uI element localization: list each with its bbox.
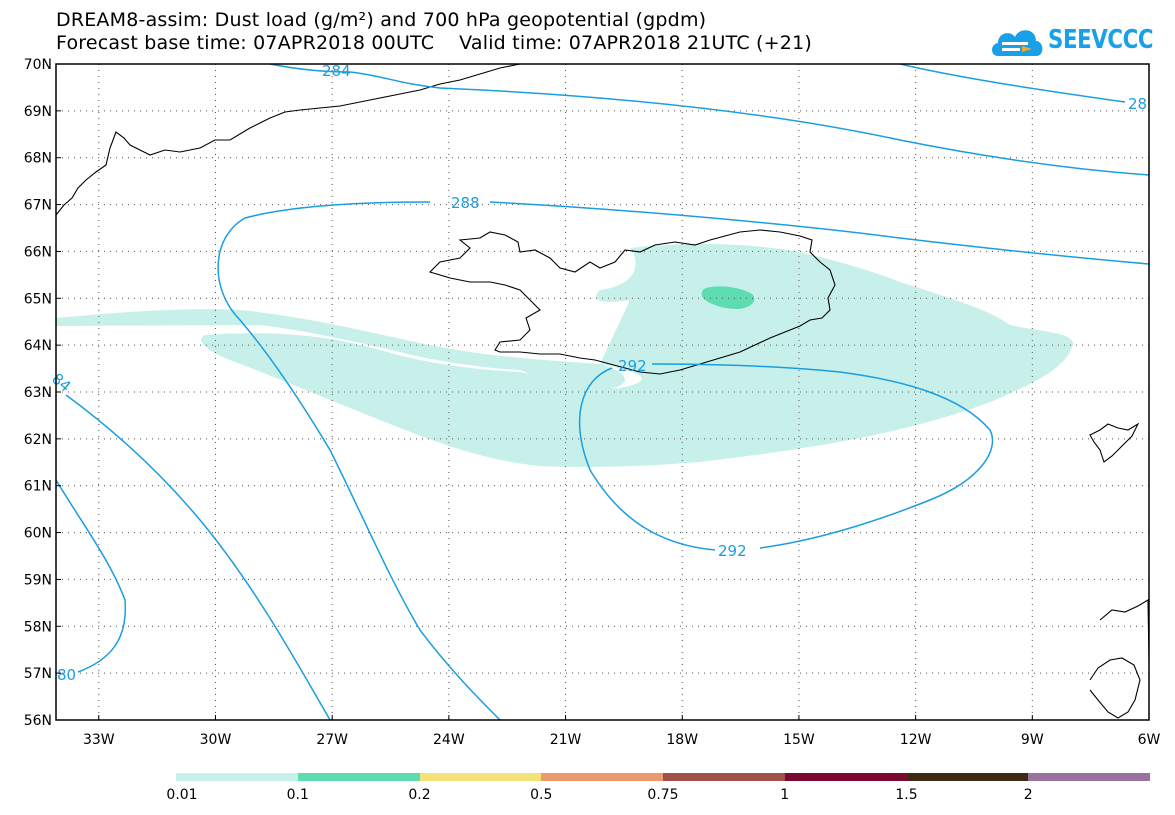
contour-label: 292 [718,542,747,560]
lat-label: 59N [24,572,52,588]
lon-label: 21W [550,732,582,748]
contour-label: 84 [48,369,74,395]
contour-label: 28 [1128,95,1147,113]
lon-label: 27W [316,732,348,748]
contour-288 [217,201,501,720]
contour-292 [578,363,994,551]
lat-label: 68N [24,151,52,167]
faroe-coast [1089,422,1140,463]
colorbar-segment [541,773,663,781]
axis-ticks [56,63,1150,721]
lon-label: 6W [1138,732,1161,748]
colorbar-segment [297,773,420,781]
colorbar [176,773,1150,781]
contour-288-right [489,201,1149,265]
longitude-labels: 33W 30W 27W 24W 21W 18W 15W 12W 9W 6W [83,732,1161,748]
colorbar-segment [784,773,907,781]
colorbar-segment [419,773,542,781]
contour-label: 80 [57,666,76,684]
colorbar-label: 0.2 [408,787,431,803]
colorbar-label: 0.5 [530,787,553,803]
greenland-coast [56,64,521,216]
colorbar-segment [663,773,785,781]
colorbar-label: 0.75 [647,787,679,803]
lon-label: 24W [433,732,465,748]
lat-label: 64N [24,338,52,354]
lon-label: 18W [666,732,698,748]
map-subtitle: Forecast base time: 07APR2018 00UTC Vali… [56,32,812,54]
lat-label: 69N [24,104,52,120]
dust-area-0.1 [701,286,755,309]
lat-label: 66N [24,244,52,260]
colorbar-segment [1028,773,1150,781]
dust-layer [56,243,1074,467]
lon-label: 15W [783,732,815,748]
colorbar-label: 0.01 [166,787,198,803]
colorbar-segment [176,773,298,781]
lat-label: 65N [24,291,52,307]
contour-284-top [269,64,1149,176]
seevccc-logo: SEEVCCC [988,20,1153,64]
lon-label: 33W [83,732,115,748]
lat-label: 57N [24,666,52,682]
colorbar-label: 1.5 [895,787,918,803]
lat-label: 67N [24,198,52,214]
contour-284-left [65,394,331,720]
map-title: DREAM8-assim: Dust load (g/m²) and 700 h… [56,9,707,31]
cloud-arrow-icon [992,30,1043,56]
coastlines [56,64,1149,719]
lon-label: 9W [1021,732,1044,748]
iceland-coast [428,229,836,375]
contour-28-topright [899,64,1126,103]
contour-label: 288 [451,194,480,212]
dust-area-0.01-main [201,243,1074,467]
lat-label: 60N [24,526,52,542]
lon-label: 30W [200,732,232,748]
lat-label: 56N [24,713,52,729]
lat-label: 70N [24,57,52,73]
logo-text: SEEVCCC [1048,25,1154,55]
contour-label: 284 [322,62,351,80]
geopotential-contours [56,64,1149,720]
lat-label: 63N [24,385,52,401]
lat-label: 58N [24,619,52,635]
scotland-coast [1089,599,1149,719]
lat-label: 61N [24,479,52,495]
lon-label: 12W [900,732,932,748]
lat-label: 62N [24,432,52,448]
colorbar-label: 1 [780,787,790,803]
colorbar-segment [906,773,1029,781]
graticule [56,64,1149,720]
colorbar-label: 0.1 [286,787,309,803]
latitude-labels: 70N 69N 68N 67N 66N 65N 64N 63N 62N 61N 60N 59N 58N 5… [24,57,52,729]
contour-280-left [56,479,127,673]
contour-label: 292 [618,357,647,375]
colorbar-label: 2 [1023,787,1033,803]
